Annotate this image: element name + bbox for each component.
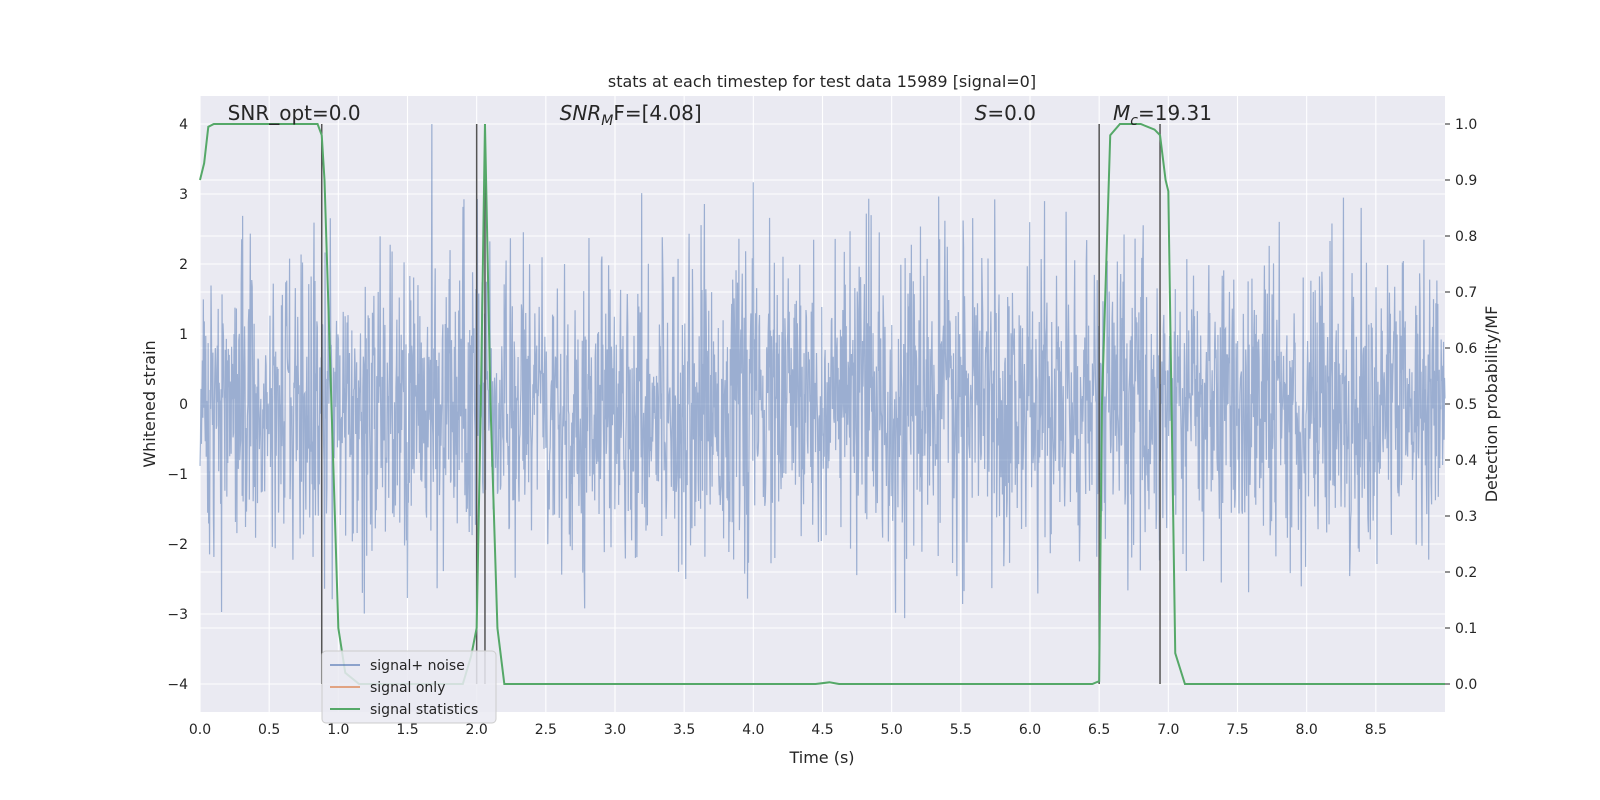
- legend-entry: signal only: [370, 680, 445, 696]
- y-tick-label-left: 3: [179, 187, 188, 203]
- x-tick-label: 6.0: [1019, 722, 1041, 738]
- annotation-subscript: M: [601, 113, 613, 129]
- tick-labels: 0.0 0.5 1.0 1.5 2.0 2.5 3.0 3.5 4.0 4.5 5.0 5.5 6.0 6…: [167, 117, 1477, 738]
- annotations: SNR_opt=0.0 SNRMF=[4.08] S=0.0 Mc=19.31: [228, 101, 1212, 129]
- x-tick-label: 2.5: [535, 722, 557, 738]
- x-tick-label: 0.5: [258, 722, 280, 738]
- signal-statistics-line: [199, 123, 1445, 685]
- y-tick-label-left: 4: [179, 117, 188, 133]
- x-tick-label: 1.0: [327, 722, 349, 738]
- x-tick-label: 8.0: [1296, 722, 1318, 738]
- y-tick-label-right: 1.0: [1455, 117, 1477, 133]
- legend-box: [321, 650, 497, 724]
- annotation-subscript: c: [1130, 113, 1138, 129]
- x-tick-label: 6.5: [1088, 722, 1110, 738]
- annotation-chirp-mass: Mc=19.31: [1113, 101, 1212, 129]
- annotation-prefix: S: [975, 101, 988, 125]
- x-tick-label: 2.0: [466, 722, 488, 738]
- x-tick-label: 4.5: [811, 722, 833, 738]
- x-axis-label: Time (s): [788, 748, 854, 767]
- y-tick-label-left: 0: [179, 397, 188, 413]
- y-tick-label-right: 0.9: [1455, 173, 1477, 189]
- legend-entry: signal+ noise: [370, 658, 465, 674]
- annotation-suffix: =0.0: [987, 101, 1036, 125]
- x-tick-label: 7.5: [1226, 722, 1248, 738]
- annotation-prefix: M: [1113, 101, 1130, 125]
- annotation-prefix: SNR_opt=0.0: [228, 101, 361, 125]
- x-tick-label: 4.0: [742, 722, 764, 738]
- annotation-prefix: SNR: [560, 101, 602, 125]
- y-tick-label-right: 0.5: [1455, 397, 1477, 413]
- y-tick-label-right: 0.8: [1455, 229, 1477, 245]
- signal-statistics-series: [199, 123, 1445, 685]
- y-tick-label-left: 1: [179, 327, 188, 343]
- chart-title: stats at each timestep for test data 159…: [608, 72, 1036, 91]
- x-tick-label: 8.5: [1365, 722, 1387, 738]
- x-tick-label: 5.0: [881, 722, 903, 738]
- x-tick-label: 7.0: [1157, 722, 1179, 738]
- y-tick-label-left: 2: [179, 257, 188, 273]
- annotation-suffix: F=[4.08]: [613, 101, 701, 125]
- annotation-s-stat: S=0.0: [975, 101, 1036, 125]
- x-tick-label: 3.5: [673, 722, 695, 738]
- noise-line: [199, 123, 1446, 619]
- annotation-snr-mf: SNRMF=[4.08]: [560, 101, 702, 129]
- y-tick-label-right: 0.7: [1455, 285, 1477, 301]
- y-tick-label-right: 0.1: [1455, 621, 1477, 637]
- y-tick-label-right: 0.2: [1455, 565, 1477, 581]
- y-tick-label-left: −1: [167, 467, 188, 483]
- signal-noise-series: [199, 123, 1446, 619]
- annotation-snr-opt: SNR_opt=0.0: [228, 101, 361, 125]
- annotation-suffix: =19.31: [1138, 101, 1212, 125]
- y-tick-label-right: 0.6: [1455, 341, 1477, 357]
- y-tick-label-left: −4: [167, 677, 188, 693]
- y-axis-label-left: Whitened strain: [140, 340, 159, 467]
- x-tick-label: 0.0: [189, 722, 211, 738]
- y-tick-label-right: 0.4: [1455, 453, 1477, 469]
- x-tick-label: 5.5: [950, 722, 972, 738]
- x-tick-label: 1.5: [396, 722, 418, 738]
- x-tick-label: 3.0: [604, 722, 626, 738]
- y-axis-label-right: Detection probability/MF: [1482, 306, 1501, 503]
- legend-entry: signal statistics: [370, 702, 478, 718]
- y-tick-label-left: −2: [167, 537, 188, 553]
- y-tick-label-right: 0.3: [1455, 509, 1477, 525]
- y-tick-label-right: 0.0: [1455, 677, 1477, 693]
- legend: signal+ noise signal only signal statistic…: [321, 650, 497, 724]
- y-tick-label-left: −3: [167, 607, 188, 623]
